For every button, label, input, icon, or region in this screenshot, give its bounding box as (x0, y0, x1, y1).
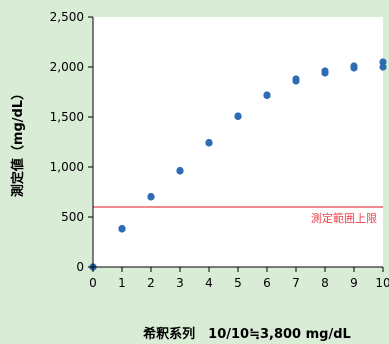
y-tick-label: 0 (76, 260, 84, 274)
data-point (263, 91, 271, 99)
x-tick-label: 5 (234, 276, 242, 290)
data-point (379, 63, 387, 71)
data-point (205, 138, 213, 147)
data-point (147, 192, 155, 201)
reference-line-label: 測定範囲上限 (311, 211, 377, 225)
x-tick-label: 8 (321, 276, 329, 290)
y-tick-label: 1,000 (50, 160, 84, 174)
y-tick-label: 2,500 (50, 10, 84, 24)
data-point (350, 62, 358, 70)
data-point (292, 75, 300, 83)
x-axis-label: 希釈系列 10/10≒3,800 mg/dL (143, 326, 351, 342)
y-axis-label: 測定値（mg/dL） (10, 87, 26, 197)
x-tick-label: 0 (89, 276, 97, 290)
x-tick-label: 6 (263, 276, 271, 290)
y-tick-label: 1,500 (50, 110, 84, 124)
x-tick-label: 10 (375, 276, 389, 290)
x-tick-label: 9 (350, 276, 358, 290)
x-tick-label: 4 (205, 276, 213, 290)
y-tick-label: 2,000 (50, 60, 84, 74)
plot-area (93, 17, 383, 267)
x-tick-label: 2 (147, 276, 155, 290)
data-point (234, 112, 242, 120)
data-point (379, 58, 387, 66)
x-tick-label: 1 (118, 276, 126, 290)
y-tick-label: 500 (61, 210, 84, 224)
data-point (176, 166, 184, 175)
x-tick-label: 7 (292, 276, 300, 290)
data-point (118, 224, 126, 233)
x-tick-label: 3 (176, 276, 184, 290)
data-point (321, 67, 329, 75)
